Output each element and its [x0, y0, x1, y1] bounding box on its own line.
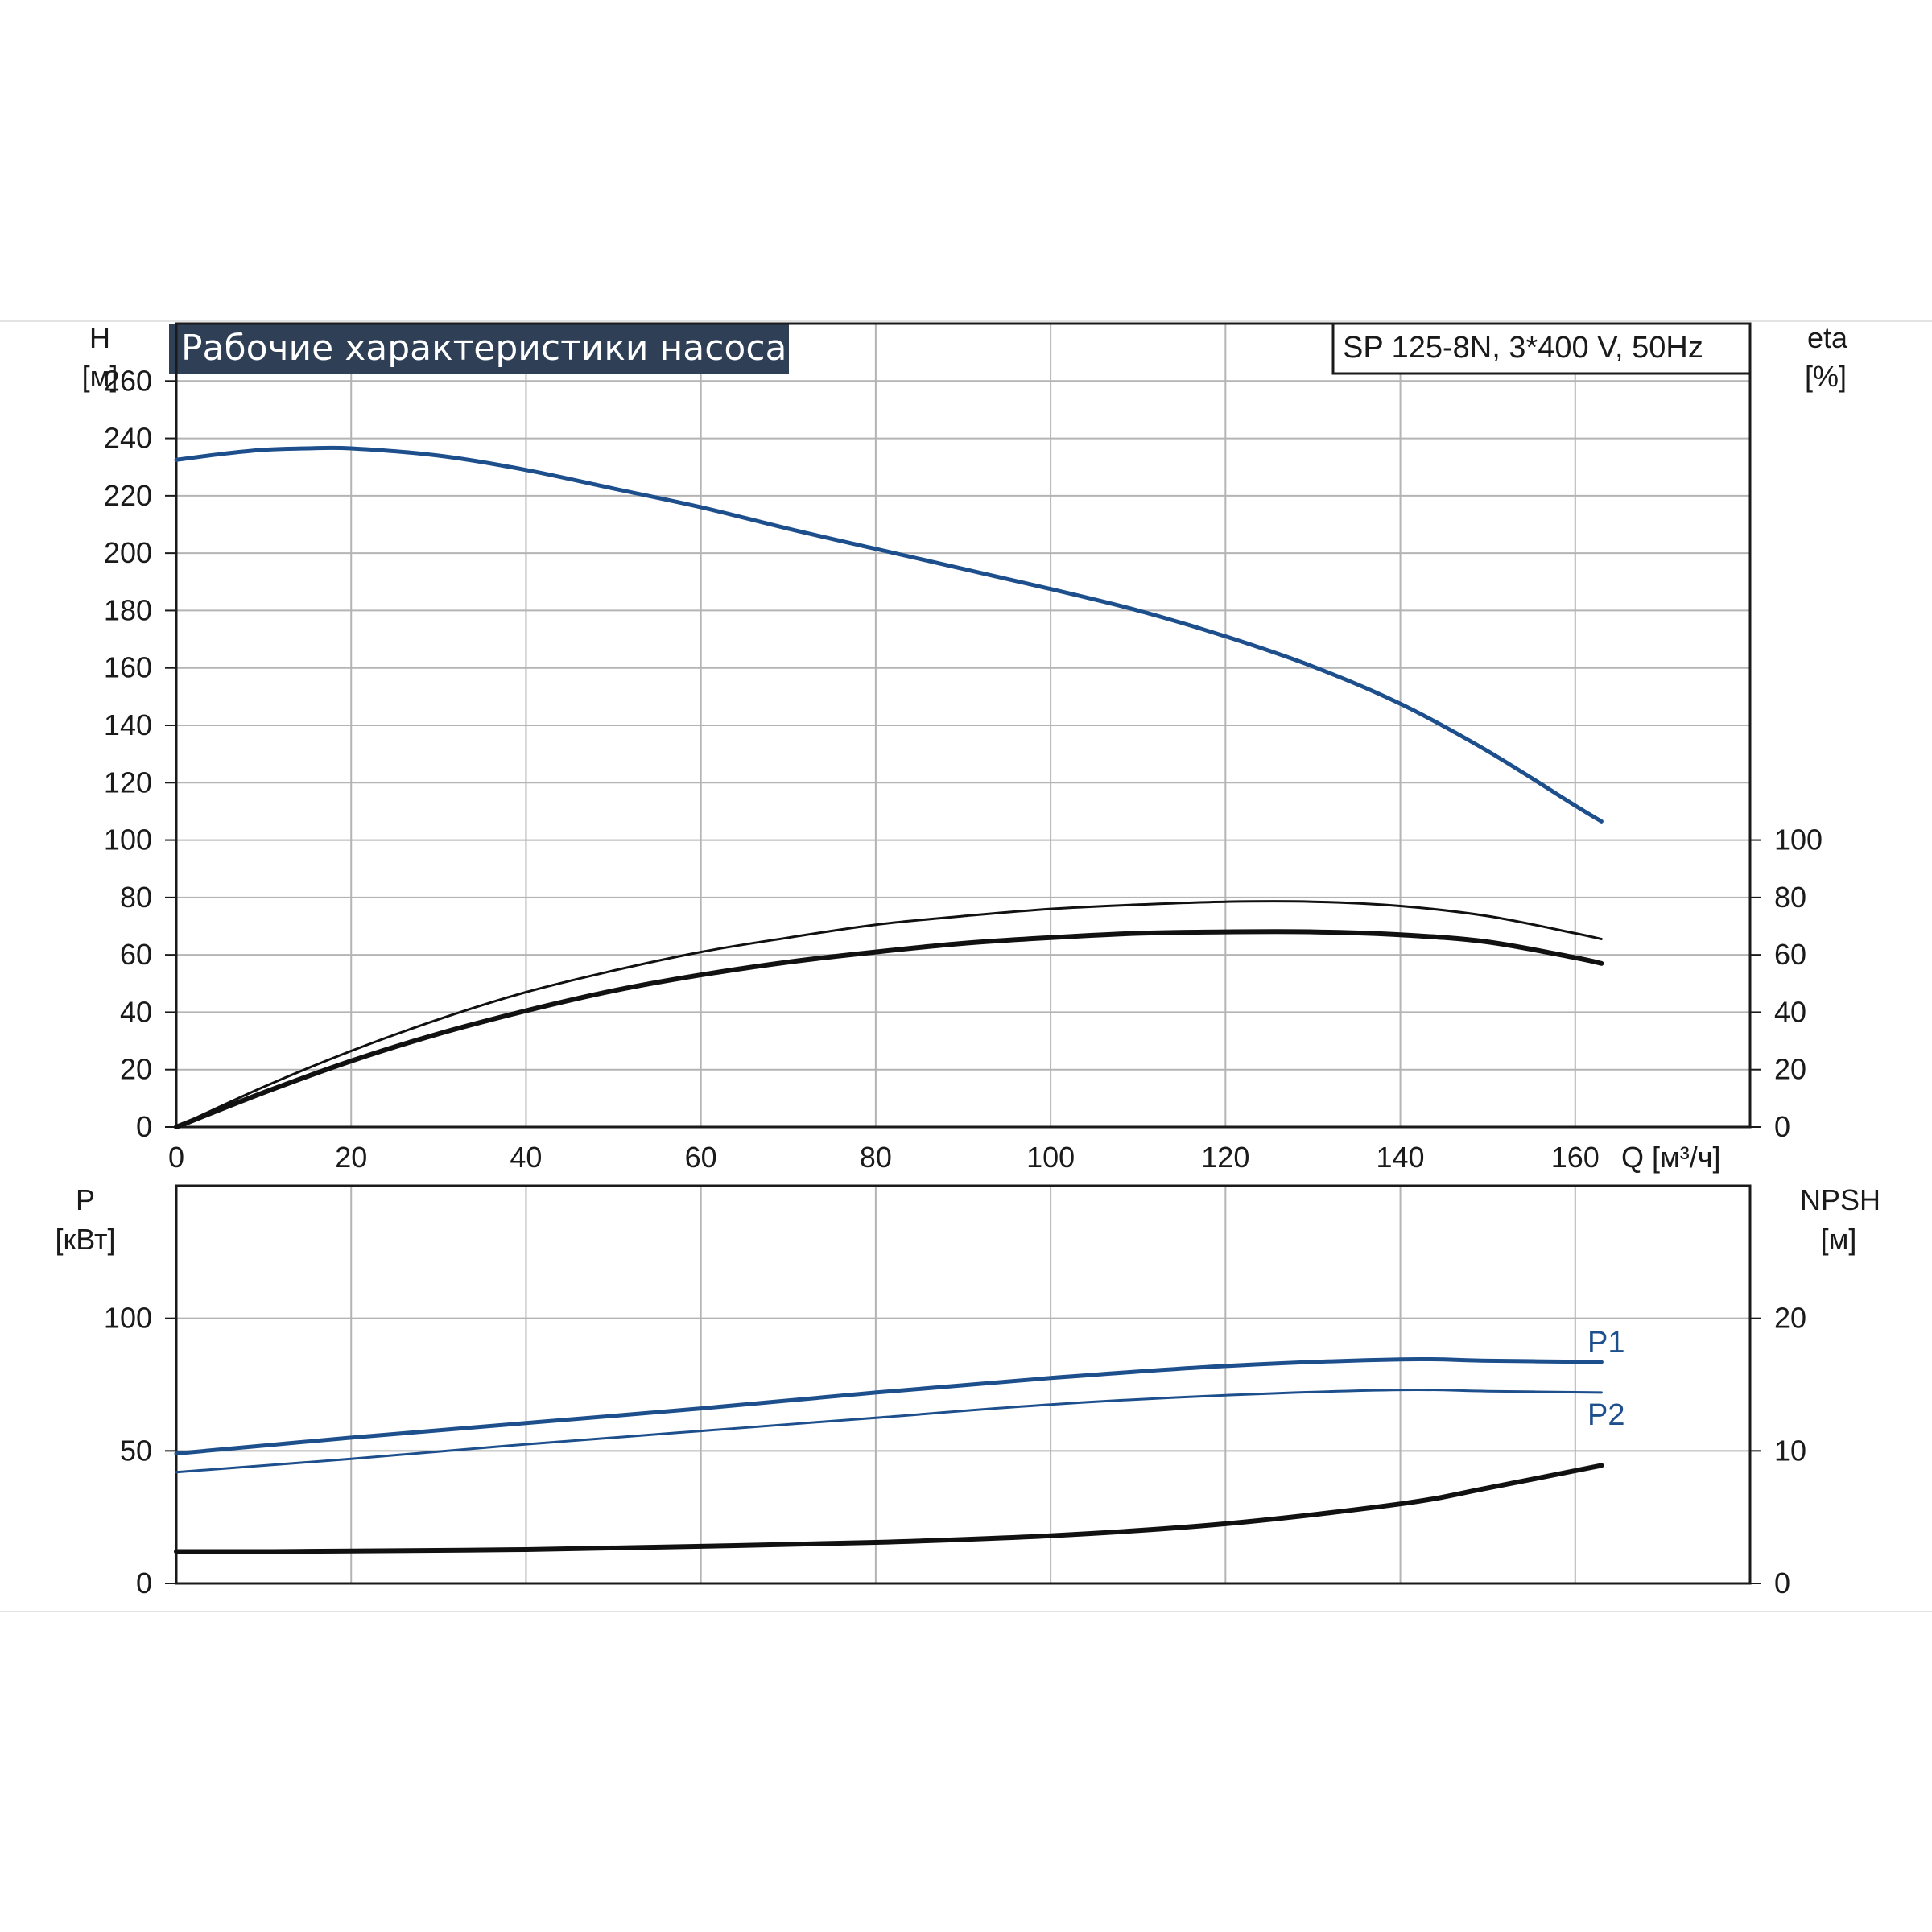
y-right-tick-label: 40: [1774, 995, 1806, 1028]
x-tick-label: 0: [168, 1141, 184, 1174]
y-right-top-unit: [%]: [1805, 360, 1847, 393]
y-right-bottom-name: NPSH: [1800, 1183, 1880, 1216]
y-left-tick-label: 140: [104, 708, 152, 741]
chart-title: Рабочие характеристики насоса: [181, 328, 786, 369]
y-right-tick-label: 20: [1774, 1053, 1806, 1086]
y-left-tick-label: 80: [120, 881, 152, 914]
y-left-tick-label: 0: [136, 1567, 152, 1600]
y-left-tick-label: 20: [120, 1053, 152, 1086]
bottom-series-line-0: [174, 1356, 1604, 1456]
y-left-bottom-unit: [кВт]: [55, 1223, 115, 1256]
y-left-tick-label: 60: [120, 938, 152, 971]
y-left-tick-label: 50: [120, 1434, 152, 1467]
y-left-tick-label: 40: [120, 995, 152, 1028]
y-left-tick-label: 180: [104, 593, 152, 626]
top-grid: [176, 324, 1750, 1127]
bottom-series-line-1: [175, 1388, 1603, 1474]
y-right-tick-label: 20: [1774, 1302, 1806, 1335]
chart-subtitle: SP 125-8N, 3*400 V, 50Hz: [1343, 331, 1703, 365]
bottom-series: [174, 1356, 1604, 1554]
x-axis-label: Q [м³/ч]: [1621, 1141, 1721, 1174]
y-left-tick-label: 220: [104, 479, 152, 512]
y-right-bottom-unit: [м]: [1821, 1223, 1857, 1256]
y-right-tick-label: 0: [1774, 1110, 1790, 1143]
top-series-line-0: [174, 445, 1604, 824]
bottom-plot-frame: [175, 1184, 1752, 1585]
model-box: [1331, 322, 1752, 375]
y-right-tick-label: 80: [1774, 881, 1806, 914]
y-left-top-unit: [м]: [82, 360, 118, 393]
y-right-top-name: eta: [1807, 321, 1848, 354]
top-series: [174, 445, 1604, 1129]
y-left-tick-label: 240: [104, 422, 152, 455]
y-right-tick-label: 60: [1774, 938, 1806, 971]
y-left-bottom-name: P: [76, 1183, 95, 1216]
x-tick-label: 40: [510, 1141, 542, 1174]
y-left-tick-label: 0: [136, 1110, 152, 1143]
y-right-tick-label: 0: [1774, 1567, 1790, 1600]
top-tick-labels: 0 20 40 60 80 100 120 140 160 0 20 40 60 80 100 120 140 1…: [104, 364, 1823, 1174]
x-tick-label: 80: [860, 1141, 892, 1174]
y-left-tick-label: 120: [104, 766, 152, 799]
y-right-tick-label: 100: [1774, 824, 1823, 857]
y-left-tick-label: 200: [104, 536, 152, 569]
y-left-tick-label: 100: [104, 1302, 152, 1335]
series-label-p1: P1: [1587, 1326, 1624, 1360]
bottom-tick-labels: 0 50 100 0 10 20: [104, 1302, 1806, 1600]
x-tick-label: 140: [1377, 1141, 1425, 1174]
y-left-top-name: H: [89, 321, 110, 354]
x-tick-label: 60: [685, 1141, 717, 1174]
top-series-line-2: [174, 929, 1604, 1129]
y-left-tick-label: 260: [104, 364, 152, 397]
series-label-p2: P2: [1587, 1398, 1624, 1432]
title-banner: [169, 324, 789, 374]
x-tick-label: 120: [1201, 1141, 1249, 1174]
y-left-tick-label: 160: [104, 651, 152, 684]
top-series-line-1: [175, 900, 1603, 1129]
x-tick-label: 160: [1551, 1141, 1600, 1174]
x-tick-label: 100: [1026, 1141, 1075, 1174]
x-tick-label: 20: [335, 1141, 367, 1174]
y-left-tick-label: 100: [104, 824, 152, 857]
bottom-series-line-2: [174, 1463, 1604, 1554]
y-right-tick-label: 10: [1774, 1434, 1806, 1467]
